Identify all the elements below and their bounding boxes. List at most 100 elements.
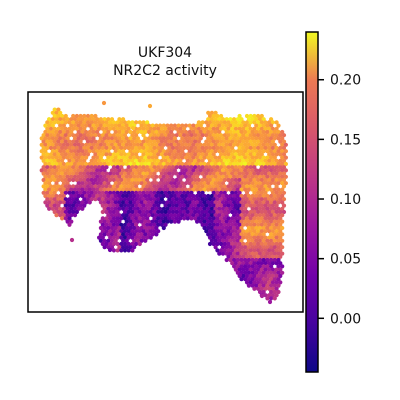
spot: [117, 232, 122, 237]
spot: [254, 232, 259, 237]
spot: [272, 142, 277, 147]
spot: [265, 257, 270, 263]
spot: [54, 161, 59, 167]
spot: [72, 142, 78, 147]
spot: [220, 232, 226, 237]
spot: [243, 149, 248, 154]
spot: [48, 171, 54, 176]
spot: [163, 126, 168, 131]
spot: [137, 197, 142, 202]
spot: [170, 133, 176, 138]
spot: [152, 158, 157, 163]
spot: [82, 145, 87, 151]
spot: [145, 197, 150, 202]
spot: [41, 171, 46, 176]
spot: [211, 133, 216, 138]
spot: [45, 133, 50, 138]
spot: [198, 123, 203, 128]
spot: [226, 152, 231, 157]
spot: [250, 193, 255, 199]
spot: [82, 190, 87, 195]
spot: [261, 283, 266, 288]
spot: [169, 200, 174, 205]
spot: [132, 232, 137, 237]
spot: [263, 197, 268, 202]
spot: [178, 184, 183, 189]
spot: [274, 203, 279, 208]
spot: [124, 161, 129, 167]
spot: [259, 177, 264, 183]
spot: [60, 190, 65, 195]
spot: [78, 145, 83, 151]
spot: [200, 203, 205, 208]
spot: [121, 238, 126, 243]
spot: [154, 168, 159, 173]
spot: [207, 158, 213, 163]
spot: [261, 289, 266, 295]
spot: [243, 129, 248, 135]
spot: [198, 219, 203, 224]
spot: [259, 197, 264, 202]
spot: [56, 139, 61, 144]
spot: [128, 149, 133, 154]
spot: [182, 190, 187, 195]
spot: [67, 216, 72, 221]
spot: [69, 174, 74, 179]
spot: [150, 142, 155, 147]
spot: [243, 219, 248, 224]
spot: [248, 113, 253, 119]
spot: [278, 216, 283, 221]
spot: [135, 149, 140, 154]
spot: [274, 273, 279, 279]
spot: [58, 187, 63, 192]
spot: [104, 126, 109, 131]
spot: [146, 193, 152, 199]
spot: [148, 139, 153, 144]
spot: [191, 187, 196, 192]
spot: [146, 213, 152, 218]
spot: [220, 187, 226, 192]
spot: [87, 193, 92, 199]
spot: [198, 155, 203, 160]
spot: [224, 251, 229, 256]
spot: [158, 206, 163, 211]
spot: [54, 206, 59, 211]
spot: [228, 232, 233, 237]
spot: [272, 200, 277, 205]
spot: [39, 142, 44, 147]
spot: [156, 126, 161, 131]
spot: [278, 261, 283, 266]
spot: [65, 213, 70, 218]
spot: [276, 174, 281, 179]
spot: [115, 197, 120, 202]
spot: [174, 145, 179, 151]
spot: [72, 174, 78, 179]
spot: [71, 203, 76, 208]
spot: [257, 277, 263, 282]
spot: [85, 184, 91, 189]
spot: [270, 152, 275, 157]
spot: [74, 152, 79, 157]
spot: [232, 161, 237, 167]
spot: [248, 184, 253, 189]
spot: [74, 120, 79, 125]
spot: [246, 232, 251, 237]
spot: [163, 158, 168, 163]
spot: [56, 126, 61, 131]
spot: [202, 200, 207, 205]
spot: [78, 158, 83, 163]
spot: [211, 177, 216, 183]
spot: [219, 203, 224, 208]
spot: [95, 161, 100, 167]
spot: [220, 245, 226, 250]
spot: [145, 203, 150, 208]
spot: [207, 145, 213, 151]
spot: [222, 197, 227, 202]
spot: [265, 181, 270, 186]
spot: [222, 216, 227, 221]
spot: [206, 206, 211, 211]
spot: [111, 197, 116, 202]
spot: [178, 171, 183, 176]
spot: [185, 171, 190, 176]
